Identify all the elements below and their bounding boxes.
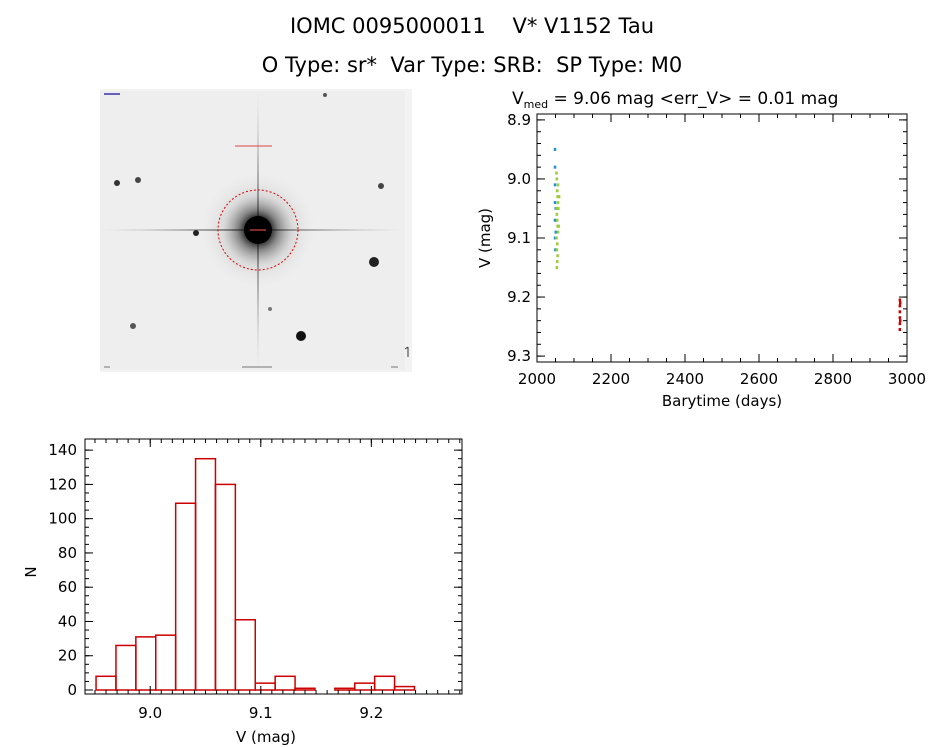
hist-bar (115, 644, 137, 691)
field-star (193, 230, 199, 236)
hist-ytick-label: 140 (48, 441, 77, 459)
hist-xtick-label: 9.2 (359, 704, 383, 722)
hist-bar (393, 685, 416, 691)
field-star (268, 307, 272, 311)
hist-bar (214, 483, 237, 691)
hist-bar (274, 675, 296, 691)
field-star (323, 93, 327, 97)
lc-point-red (898, 301, 902, 305)
field-star (135, 177, 141, 183)
hist-ytick-label: 100 (48, 510, 77, 528)
lc-point-red (898, 310, 902, 314)
chart-subtitle: O Type: sr* Var Type: SRB: SP Type: M0 (261, 53, 683, 77)
hist-ytick-label: 0 (67, 681, 77, 699)
lc-point-green (555, 171, 558, 175)
lc-point-red (898, 316, 902, 320)
lc-ytick-label: 9.2 (507, 288, 531, 306)
lc-axes-frame (536, 113, 908, 363)
target-marker-circle (217, 189, 299, 271)
lc-point-green (555, 266, 559, 270)
lc-point-green (555, 177, 559, 181)
lc-ytick-label: 9.3 (507, 347, 531, 365)
lc-xtick-label: 2400 (666, 370, 704, 388)
lc-ylabel: V (mag) (476, 208, 494, 268)
hist-bar (294, 687, 316, 691)
lc-point-green (556, 183, 560, 187)
lc-point-red (898, 304, 902, 308)
hist-xtick-label: 9.1 (249, 704, 273, 722)
lc-point-green (556, 254, 559, 258)
hist-ylabel: N (22, 566, 40, 577)
sky-image-panel (100, 89, 412, 372)
hist-ytick-label: 80 (58, 544, 77, 562)
lc-point-green (556, 195, 559, 199)
hist-ytick-label: 20 (58, 647, 77, 665)
lc-point-blue (553, 201, 557, 205)
hist-xlabel: V (mag) (236, 728, 296, 746)
hist-bar (234, 619, 257, 691)
lc-point-green (557, 195, 561, 199)
hist-axes-frame (84, 438, 463, 695)
light-curve-chart: Vmed = 9.06 mag <err_V> = 0.01 mag 2000 2… (476, 89, 926, 410)
lc-point-red (898, 298, 902, 302)
lc-title-rest: = 9.06 mag <err_V> = 0.01 mag (548, 89, 838, 109)
lc-point-red (898, 322, 902, 326)
lc-point-blue (554, 230, 557, 234)
lc-point-green (555, 248, 559, 252)
field-star (378, 183, 384, 189)
lc-point-blue (553, 236, 557, 240)
lc-point-blue (553, 218, 557, 222)
hist-ytick-label: 120 (48, 475, 77, 493)
lc-point-green (555, 242, 559, 246)
lc-xtick-label: 3000 (888, 370, 926, 388)
hist-bar (334, 687, 356, 691)
hist-bar (155, 634, 177, 691)
lc-point-green (555, 236, 558, 240)
lc-point-red (898, 328, 902, 332)
lc-ytick-label: 9.1 (507, 229, 531, 247)
lc-point-green (555, 260, 559, 264)
field-star (130, 323, 136, 329)
lc-xtick-label: 2000 (518, 370, 556, 388)
lc-xtick-label: 2200 (592, 370, 630, 388)
hist-bar (254, 682, 276, 691)
field-star (296, 331, 306, 341)
hist-bar (194, 457, 217, 691)
lc-xtick-label: 2800 (814, 370, 852, 388)
lc-xtick-label: 2600 (740, 370, 778, 388)
lc-point-blue (553, 165, 557, 169)
lc-point-green (555, 218, 559, 222)
lc-ytick-label: 8.9 (507, 111, 531, 129)
field-star (114, 180, 120, 186)
lc-point-green (555, 212, 559, 216)
lc-title-subscript: med (524, 98, 548, 111)
hist-ytick-label: 40 (58, 612, 77, 630)
lc-point-blue (553, 147, 557, 151)
hist-ytick-label: 60 (58, 578, 77, 596)
lc-title: Vmed = 9.06 mag <err_V> = 0.01 mag (512, 89, 838, 111)
field-star (369, 257, 379, 267)
hist-xtick-label: 9.0 (138, 704, 162, 722)
hist-bar (174, 502, 197, 691)
lc-point-green (557, 206, 560, 210)
hist-bar (373, 675, 396, 691)
chart-title: IOMC 0095000011 V* V1152 Tau (289, 14, 655, 38)
hist-bar (95, 675, 117, 691)
lc-point-green (555, 206, 558, 210)
lc-point-green (556, 230, 560, 234)
lc-xlabel: Barytime (days) (662, 392, 782, 410)
lc-title-prefix: V (512, 89, 524, 109)
lc-point-green (556, 201, 560, 205)
lc-point-blue (554, 248, 557, 252)
histogram-chart: 9.0 9.1 9.2 0 20 40 60 80 100 120 140 V (mag) N (22, 438, 463, 746)
lc-point-green (555, 189, 559, 193)
lc-point-green (557, 224, 560, 228)
lc-point-red (898, 319, 902, 323)
lc-point-blue (553, 183, 557, 187)
lc-ytick-label: 9.0 (507, 170, 531, 188)
hist-bar (135, 636, 157, 691)
